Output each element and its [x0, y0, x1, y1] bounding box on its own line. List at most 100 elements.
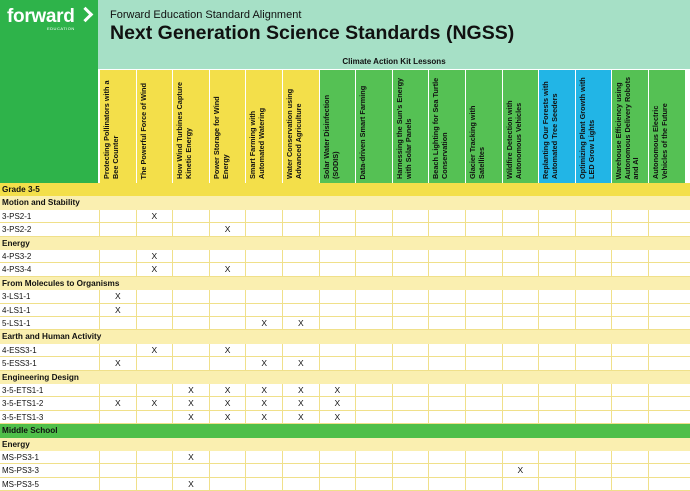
alignment-cell [648, 451, 685, 464]
alignment-cell [648, 209, 685, 223]
alignment-cell [355, 250, 392, 263]
alignment-cell [172, 290, 209, 303]
kit-lessons-header: Climate Action Kit Lessons [98, 55, 690, 69]
alignment-cell [538, 477, 575, 491]
alignment-cell [611, 451, 648, 464]
table-row: 3-5-ETS1-3 X X X X X [0, 410, 690, 425]
lesson-column-header: Water Conservation using Advanced Agricu… [282, 70, 319, 183]
alignment-cell [465, 209, 502, 223]
alignment-cell: X [245, 410, 282, 424]
alignment-cell [391, 250, 429, 263]
grade-band-heading: Middle School [0, 424, 690, 438]
alignment-cell [355, 263, 392, 276]
alignment-cell [465, 317, 502, 330]
alignment-cell [99, 343, 136, 357]
alignment-cell: X [172, 410, 209, 424]
alignment-cell [208, 290, 246, 303]
alignment-cell [135, 477, 173, 491]
alignment-cell: X [282, 410, 319, 424]
alignment-cell: X [208, 384, 246, 397]
alignment-cell [208, 357, 246, 370]
alignment-cell [648, 397, 685, 410]
alignment-cell [538, 209, 575, 223]
alignment-cell [465, 410, 502, 424]
alignment-cell [574, 263, 612, 276]
standard-code: 5-ESS3-1 [2, 359, 37, 369]
table-row: MS-PS3-3 X [0, 464, 690, 478]
alignment-cell [135, 223, 173, 236]
alignment-cell [428, 303, 465, 316]
alignment-cell [318, 477, 356, 491]
alignment-cell [282, 223, 319, 236]
alignment-cell [208, 477, 246, 491]
alignment-cell [208, 209, 246, 223]
brand-name: forward [7, 6, 75, 27]
alignment-cell [648, 290, 685, 303]
section-heading: Energy [0, 437, 690, 451]
alignment-cell [245, 343, 282, 357]
alignment-cell [574, 384, 612, 397]
alignment-cell [391, 290, 429, 303]
alignment-cell [648, 303, 685, 316]
alignment-cell [538, 451, 575, 464]
alignment-cell [648, 477, 685, 491]
lesson-label: The Powerful Force of Wind [138, 82, 148, 179]
alignment-cell [648, 250, 685, 263]
alignment-cell: X [282, 397, 319, 410]
alignment-cell [611, 343, 648, 357]
lesson-column-header: Power Storage for Wind Energy [208, 70, 246, 183]
alignment-cell [465, 223, 502, 236]
alignment-cell [465, 397, 502, 410]
standard-code: 4-PS3-2 [2, 252, 32, 261]
alignment-cell [355, 303, 392, 316]
alignment-cell [391, 357, 429, 370]
alignment-cell [391, 317, 429, 330]
alignment-cell [574, 410, 612, 424]
standard-code: 5-LS1-1 [2, 319, 31, 328]
alignment-cell [282, 303, 319, 316]
table-row: 3-5-ETS1-1 X X X X X [0, 384, 690, 398]
alignment-cell: X [318, 410, 356, 424]
alignment-cell: X [99, 303, 136, 316]
alignment-cell [538, 290, 575, 303]
table-row: 3-PS2-2 X [0, 223, 690, 237]
alignment-cell [501, 343, 539, 357]
alignment-cell [172, 464, 209, 477]
alignment-cell [648, 343, 685, 357]
alignment-cell [574, 290, 612, 303]
lesson-label: Harnessing the Sun's Energy with Solar P… [394, 77, 413, 179]
alignment-cell [391, 477, 429, 491]
brand-logo: forward EDUCATION [0, 0, 98, 183]
alignment-cell [501, 263, 539, 276]
alignment-cell [648, 384, 685, 397]
section-heading: Engineering Design [0, 370, 690, 384]
alignment-cell [245, 303, 282, 316]
alignment-cell [355, 357, 392, 370]
alignment-cell: X [501, 464, 539, 477]
section-heading: Energy [0, 236, 690, 250]
alignment-cell [282, 451, 319, 464]
alignment-cell [611, 303, 648, 316]
alignment-cell [428, 209, 465, 223]
alignment-cell [318, 357, 356, 370]
lesson-label: Smart Farming with Automated Watering [248, 107, 266, 179]
alignment-cell [245, 451, 282, 464]
alignment-cell [245, 464, 282, 477]
alignment-cell [428, 357, 465, 370]
alignment-cell: X [135, 343, 173, 357]
alignment-cell [648, 317, 685, 330]
alignment-cell [611, 209, 648, 223]
alignment-cell [428, 397, 465, 410]
alignment-cell [208, 317, 246, 330]
alignment-cell [574, 303, 612, 316]
standard-code: 4-PS3-4 [2, 265, 32, 275]
alignment-cell: X [245, 357, 282, 370]
lesson-column-header: Protecting Pollinators with a Bee Counte… [99, 70, 136, 183]
alignment-cell [172, 209, 209, 223]
alignment-cell [465, 384, 502, 397]
standard-code: MS-PS3-3 [2, 466, 39, 476]
alignment-cell [538, 464, 575, 477]
alignment-cell [391, 209, 429, 223]
lesson-column-header: Data-driven Smart Farming [355, 70, 392, 183]
alignment-cell [501, 290, 539, 303]
